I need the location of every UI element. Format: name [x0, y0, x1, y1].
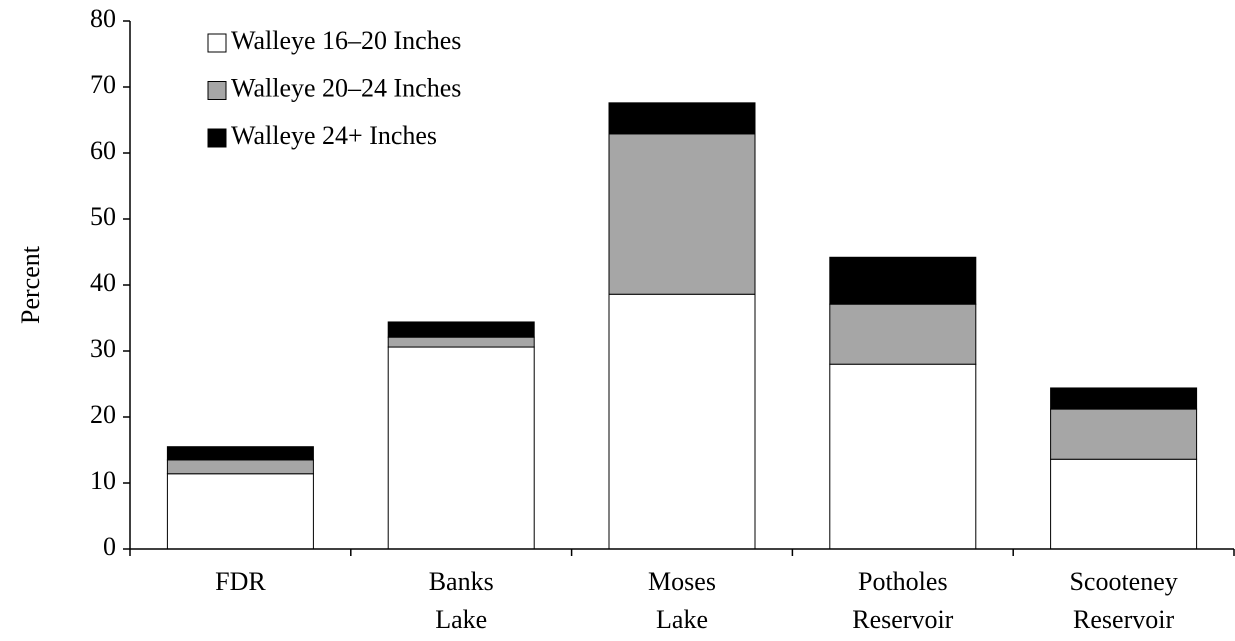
bar-segment — [1050, 458, 1198, 550]
y-axis-label: Percent — [16, 245, 45, 324]
x-tick-label: FDR — [215, 567, 266, 596]
bar-segment — [829, 256, 977, 305]
bar-segment — [608, 133, 756, 295]
bar-segment — [1050, 408, 1198, 460]
y-tick-label: 10 — [90, 466, 116, 495]
legend-label: Walleye 20–24 Inches — [231, 73, 461, 102]
y-tick-label: 40 — [90, 268, 116, 297]
x-tick-label: Banks Lake — [429, 567, 494, 634]
y-tick-label: 60 — [90, 136, 116, 165]
legend-swatch — [207, 128, 227, 148]
y-tick-label: 80 — [90, 4, 116, 33]
bar-segment — [829, 303, 977, 365]
x-tick-label: Moses Lake — [648, 567, 716, 634]
bar-segment — [387, 346, 535, 550]
bar-segment — [387, 336, 535, 348]
legend-label: Walleye 16–20 Inches — [231, 26, 461, 55]
x-tick-label: Scooteney Reservoir — [1069, 567, 1177, 634]
legend-swatch — [207, 81, 227, 100]
bar-segment — [608, 293, 756, 550]
y-tick-label: 20 — [90, 400, 116, 429]
x-tick-label: Potholes Reservoir — [852, 567, 953, 634]
bar-segment — [166, 473, 314, 550]
y-tick-label: 70 — [90, 70, 116, 99]
y-tick-label: 30 — [90, 334, 116, 363]
legend-swatch — [207, 33, 227, 53]
bar-segment — [166, 459, 314, 475]
bar-segment — [166, 446, 314, 461]
bar-segment — [1050, 387, 1198, 410]
bar-segment — [387, 321, 535, 338]
y-tick-label: 0 — [103, 532, 116, 561]
bar-segment — [829, 363, 977, 550]
legend-label: Walleye 24+ Inches — [231, 121, 437, 150]
y-tick-label: 50 — [90, 202, 116, 231]
bar-segment — [608, 102, 756, 135]
